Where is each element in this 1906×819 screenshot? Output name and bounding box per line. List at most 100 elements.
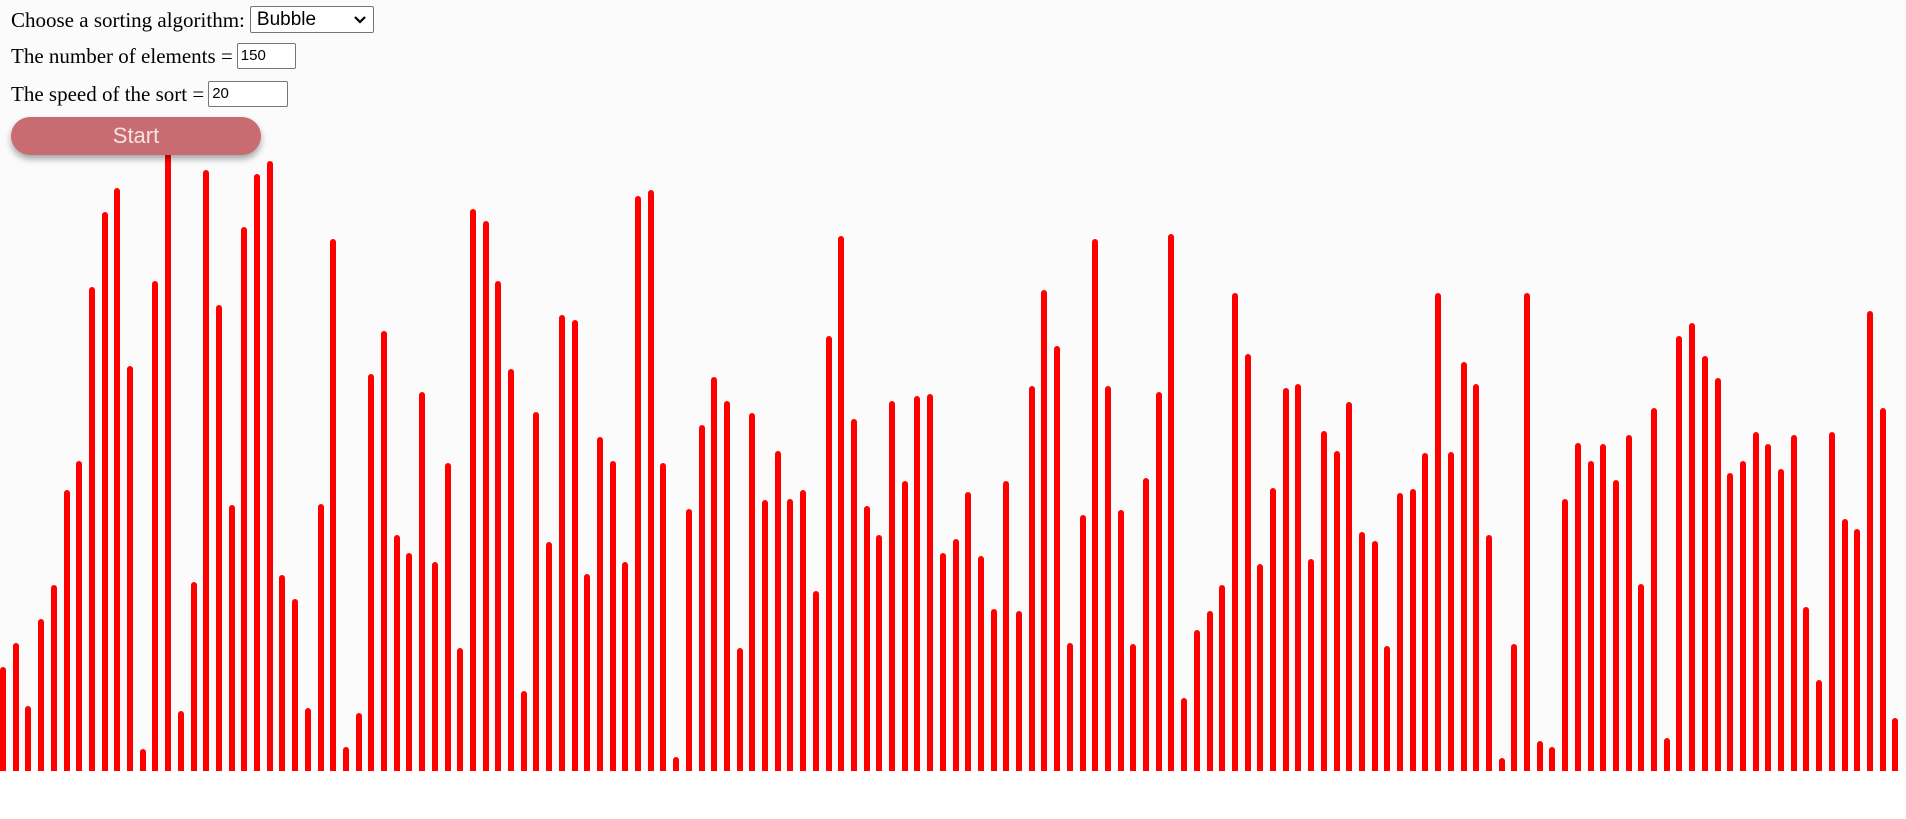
- bar: [558, 315, 565, 771]
- bar: [342, 746, 349, 771]
- bar: [1193, 629, 1200, 771]
- bar: [1752, 432, 1759, 771]
- bar: [1371, 541, 1378, 771]
- bar: [1587, 461, 1594, 771]
- bar: [1651, 408, 1657, 771]
- bar: [546, 542, 553, 771]
- bar: [698, 425, 705, 771]
- bar: [1244, 353, 1251, 771]
- bar: [939, 553, 946, 771]
- bar: [736, 647, 743, 771]
- bar: [101, 212, 108, 771]
- bar: [1689, 323, 1696, 771]
- bar: [241, 226, 248, 771]
- bar: [88, 287, 95, 771]
- bar: [1104, 386, 1111, 771]
- bar: [330, 238, 337, 771]
- bar: [1016, 611, 1022, 771]
- bar-chart: [0, 145, 1899, 771]
- bar: [965, 491, 972, 771]
- bar: [1257, 564, 1264, 771]
- bar: [1485, 535, 1492, 771]
- bar: [927, 393, 934, 771]
- algorithm-select[interactable]: Bubble: [249, 6, 374, 33]
- bar: [520, 691, 527, 771]
- bar: [190, 582, 197, 771]
- bar: [1638, 583, 1645, 771]
- bar: [1663, 738, 1670, 771]
- bar: [889, 400, 895, 771]
- bar: [800, 490, 807, 771]
- bar: [228, 504, 235, 771]
- bar: [1816, 680, 1823, 771]
- bar: [317, 503, 324, 771]
- sort-speed-input[interactable]: 20: [208, 81, 289, 107]
- bar: [1130, 644, 1137, 771]
- bar: [812, 590, 819, 771]
- bar: [774, 450, 781, 771]
- bar: [711, 376, 718, 771]
- bar: [203, 169, 210, 771]
- bar: [292, 599, 299, 771]
- bar: [1524, 293, 1530, 771]
- element-count-value: 150: [240, 47, 266, 64]
- bar: [825, 335, 832, 771]
- bar: [1384, 646, 1391, 771]
- start-button[interactable]: Start: [11, 117, 261, 155]
- bar: [850, 419, 857, 771]
- bar: [139, 749, 146, 771]
- bar: [381, 330, 387, 771]
- bar: [1511, 644, 1518, 771]
- bar: [876, 535, 883, 771]
- bar: [787, 498, 794, 771]
- bar: [1562, 498, 1569, 771]
- bar: [1460, 362, 1467, 771]
- bar: [685, 508, 692, 771]
- bar: [215, 305, 222, 771]
- bar: [1574, 443, 1581, 771]
- bar: [1143, 478, 1149, 771]
- bar: [304, 708, 311, 771]
- bar: [1765, 444, 1772, 771]
- bar: [1714, 377, 1721, 771]
- bar: [1358, 531, 1365, 771]
- bar: [762, 500, 768, 771]
- element-count-input[interactable]: 150: [236, 43, 296, 69]
- bar: [266, 161, 273, 771]
- bar: [1536, 740, 1543, 771]
- bar: [1676, 335, 1683, 771]
- bar: [723, 400, 730, 771]
- bar: [1066, 642, 1073, 771]
- bar: [1498, 757, 1505, 771]
- bar: [1270, 488, 1276, 771]
- bar: [1701, 356, 1708, 771]
- bar: [355, 712, 362, 771]
- sort-speed-label: The speed of the sort =: [11, 82, 205, 106]
- bar: [596, 437, 603, 771]
- bar: [12, 642, 19, 771]
- bar: [1727, 473, 1734, 771]
- bar: [1739, 461, 1746, 771]
- bar: [457, 647, 464, 771]
- bar: [901, 480, 908, 771]
- bar: [1854, 529, 1861, 771]
- bar: [571, 319, 578, 771]
- bar: [1333, 450, 1340, 771]
- bar: [635, 196, 641, 771]
- bar: [673, 756, 680, 771]
- bar: [1028, 386, 1035, 771]
- bar: [1625, 434, 1632, 771]
- bar: [1828, 432, 1835, 771]
- bar: [431, 561, 438, 771]
- bar: [254, 173, 260, 771]
- bar: [647, 190, 654, 771]
- bar: [622, 561, 629, 771]
- bar: [838, 236, 845, 771]
- bar: [1308, 559, 1315, 771]
- bar: [419, 392, 426, 771]
- bar: [368, 374, 375, 771]
- bar: [469, 208, 476, 771]
- chevron-down-icon: [354, 15, 366, 24]
- bar: [508, 369, 514, 771]
- bar: [660, 462, 667, 771]
